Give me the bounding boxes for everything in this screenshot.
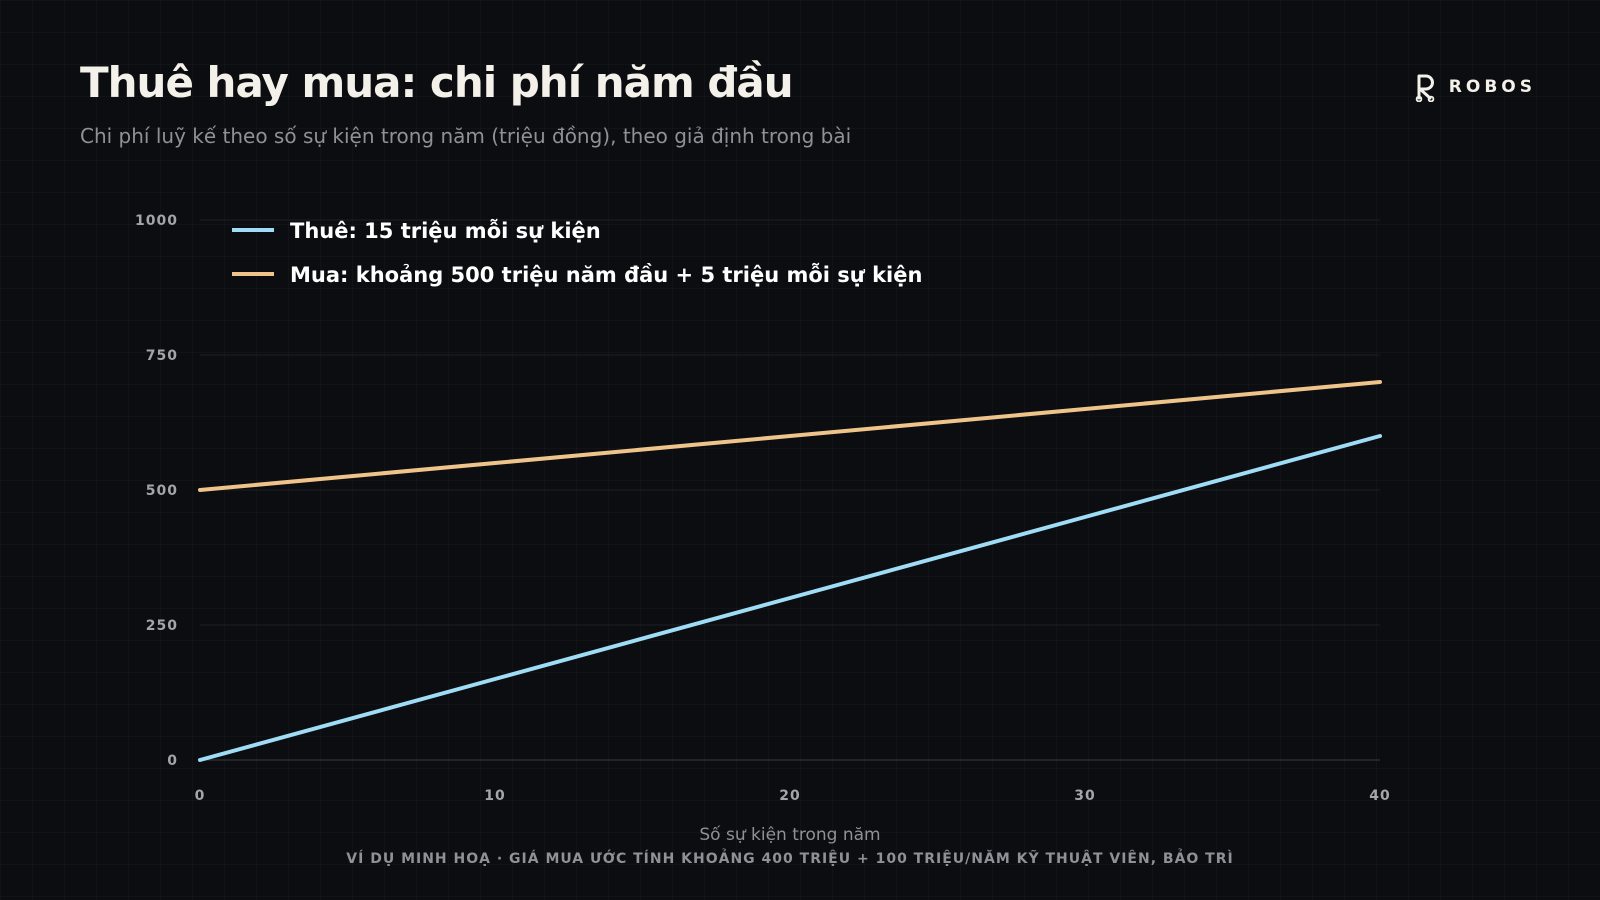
y-tick-label: 750 bbox=[146, 348, 178, 364]
robos-logo-icon bbox=[1415, 74, 1435, 102]
y-tick-label: 250 bbox=[146, 618, 178, 634]
x-tick-label: 20 bbox=[779, 788, 800, 804]
series-line-buy bbox=[198, 380, 1382, 492]
legend-label: Thuê: 15 triệu mỗi sự kiện bbox=[290, 219, 601, 243]
brand-logo: ROBOS bbox=[1415, 72, 1536, 102]
x-tick-label: 30 bbox=[1074, 788, 1095, 804]
x-axis-title: Số sự kiện trong năm bbox=[699, 824, 880, 845]
brand-name: ROBOS bbox=[1448, 77, 1536, 97]
y-tick-label: 500 bbox=[146, 483, 178, 499]
grid-lines bbox=[200, 219, 1380, 761]
legend: Thuê: 15 triệu mỗi sự kiện Mua: khoảng 50… bbox=[232, 219, 922, 287]
y-tick-label: 0 bbox=[167, 753, 178, 769]
x-tick-label: 10 bbox=[484, 788, 505, 804]
y-tick-label: 1000 bbox=[135, 213, 178, 229]
page-subtitle: Chi phí luỹ kế theo số sự kiện trong năm… bbox=[80, 124, 852, 148]
series-lines bbox=[198, 380, 1382, 762]
axes: 0 250 500 750 1000 0 10 20 30 40 bbox=[135, 213, 1390, 804]
legend-label: Mua: khoảng 500 triệu năm đầu + 5 triệu … bbox=[290, 263, 922, 287]
page-title: Thuê hay mua: chi phí năm đầu bbox=[80, 58, 794, 107]
x-tick-label: 0 bbox=[195, 788, 206, 804]
series-line-rent bbox=[198, 434, 1382, 762]
x-tick-label: 40 bbox=[1369, 788, 1390, 804]
footnote: VÍ DỤ MINH HOẠ · GIÁ MUA ƯỚC TÍNH KHOẢNG… bbox=[346, 851, 1234, 867]
